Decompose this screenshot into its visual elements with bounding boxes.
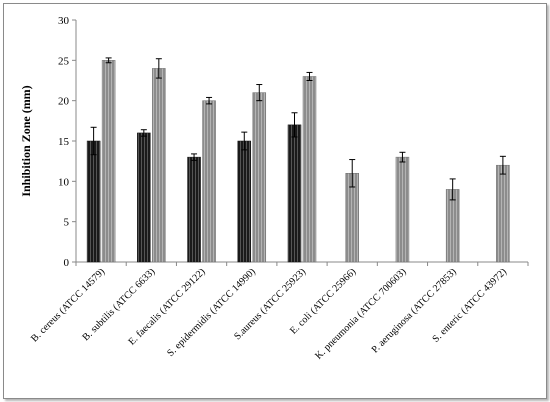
bar: [152, 68, 166, 263]
y-tick-label: 20: [58, 96, 70, 108]
bar: [287, 124, 302, 263]
bar: [302, 76, 317, 263]
bar: [187, 156, 201, 263]
y-tick-label: 0: [64, 257, 70, 269]
x-category-label: K. pneumonia (ATCC 700603): [313, 266, 408, 361]
y-tick-label: 25: [58, 55, 70, 67]
bar: [395, 156, 410, 263]
y-tick-label: 30: [58, 15, 70, 27]
bar: [496, 164, 510, 263]
bar: [252, 92, 267, 263]
bar: [137, 132, 151, 263]
y-axis-label: Inhibition Zone (mm): [19, 85, 33, 196]
y-tick-label: 5: [64, 217, 70, 229]
x-category-label: S. epidermidis (ATCC 14990): [165, 266, 258, 359]
bar: [202, 100, 216, 263]
x-category-label: P. aeruginosa (ATCC 27853): [370, 266, 459, 355]
bar: [237, 140, 252, 263]
bar: [101, 60, 116, 263]
y-tick-label: 15: [58, 136, 70, 148]
y-tick-label: 10: [58, 176, 70, 188]
bar: [86, 140, 101, 263]
